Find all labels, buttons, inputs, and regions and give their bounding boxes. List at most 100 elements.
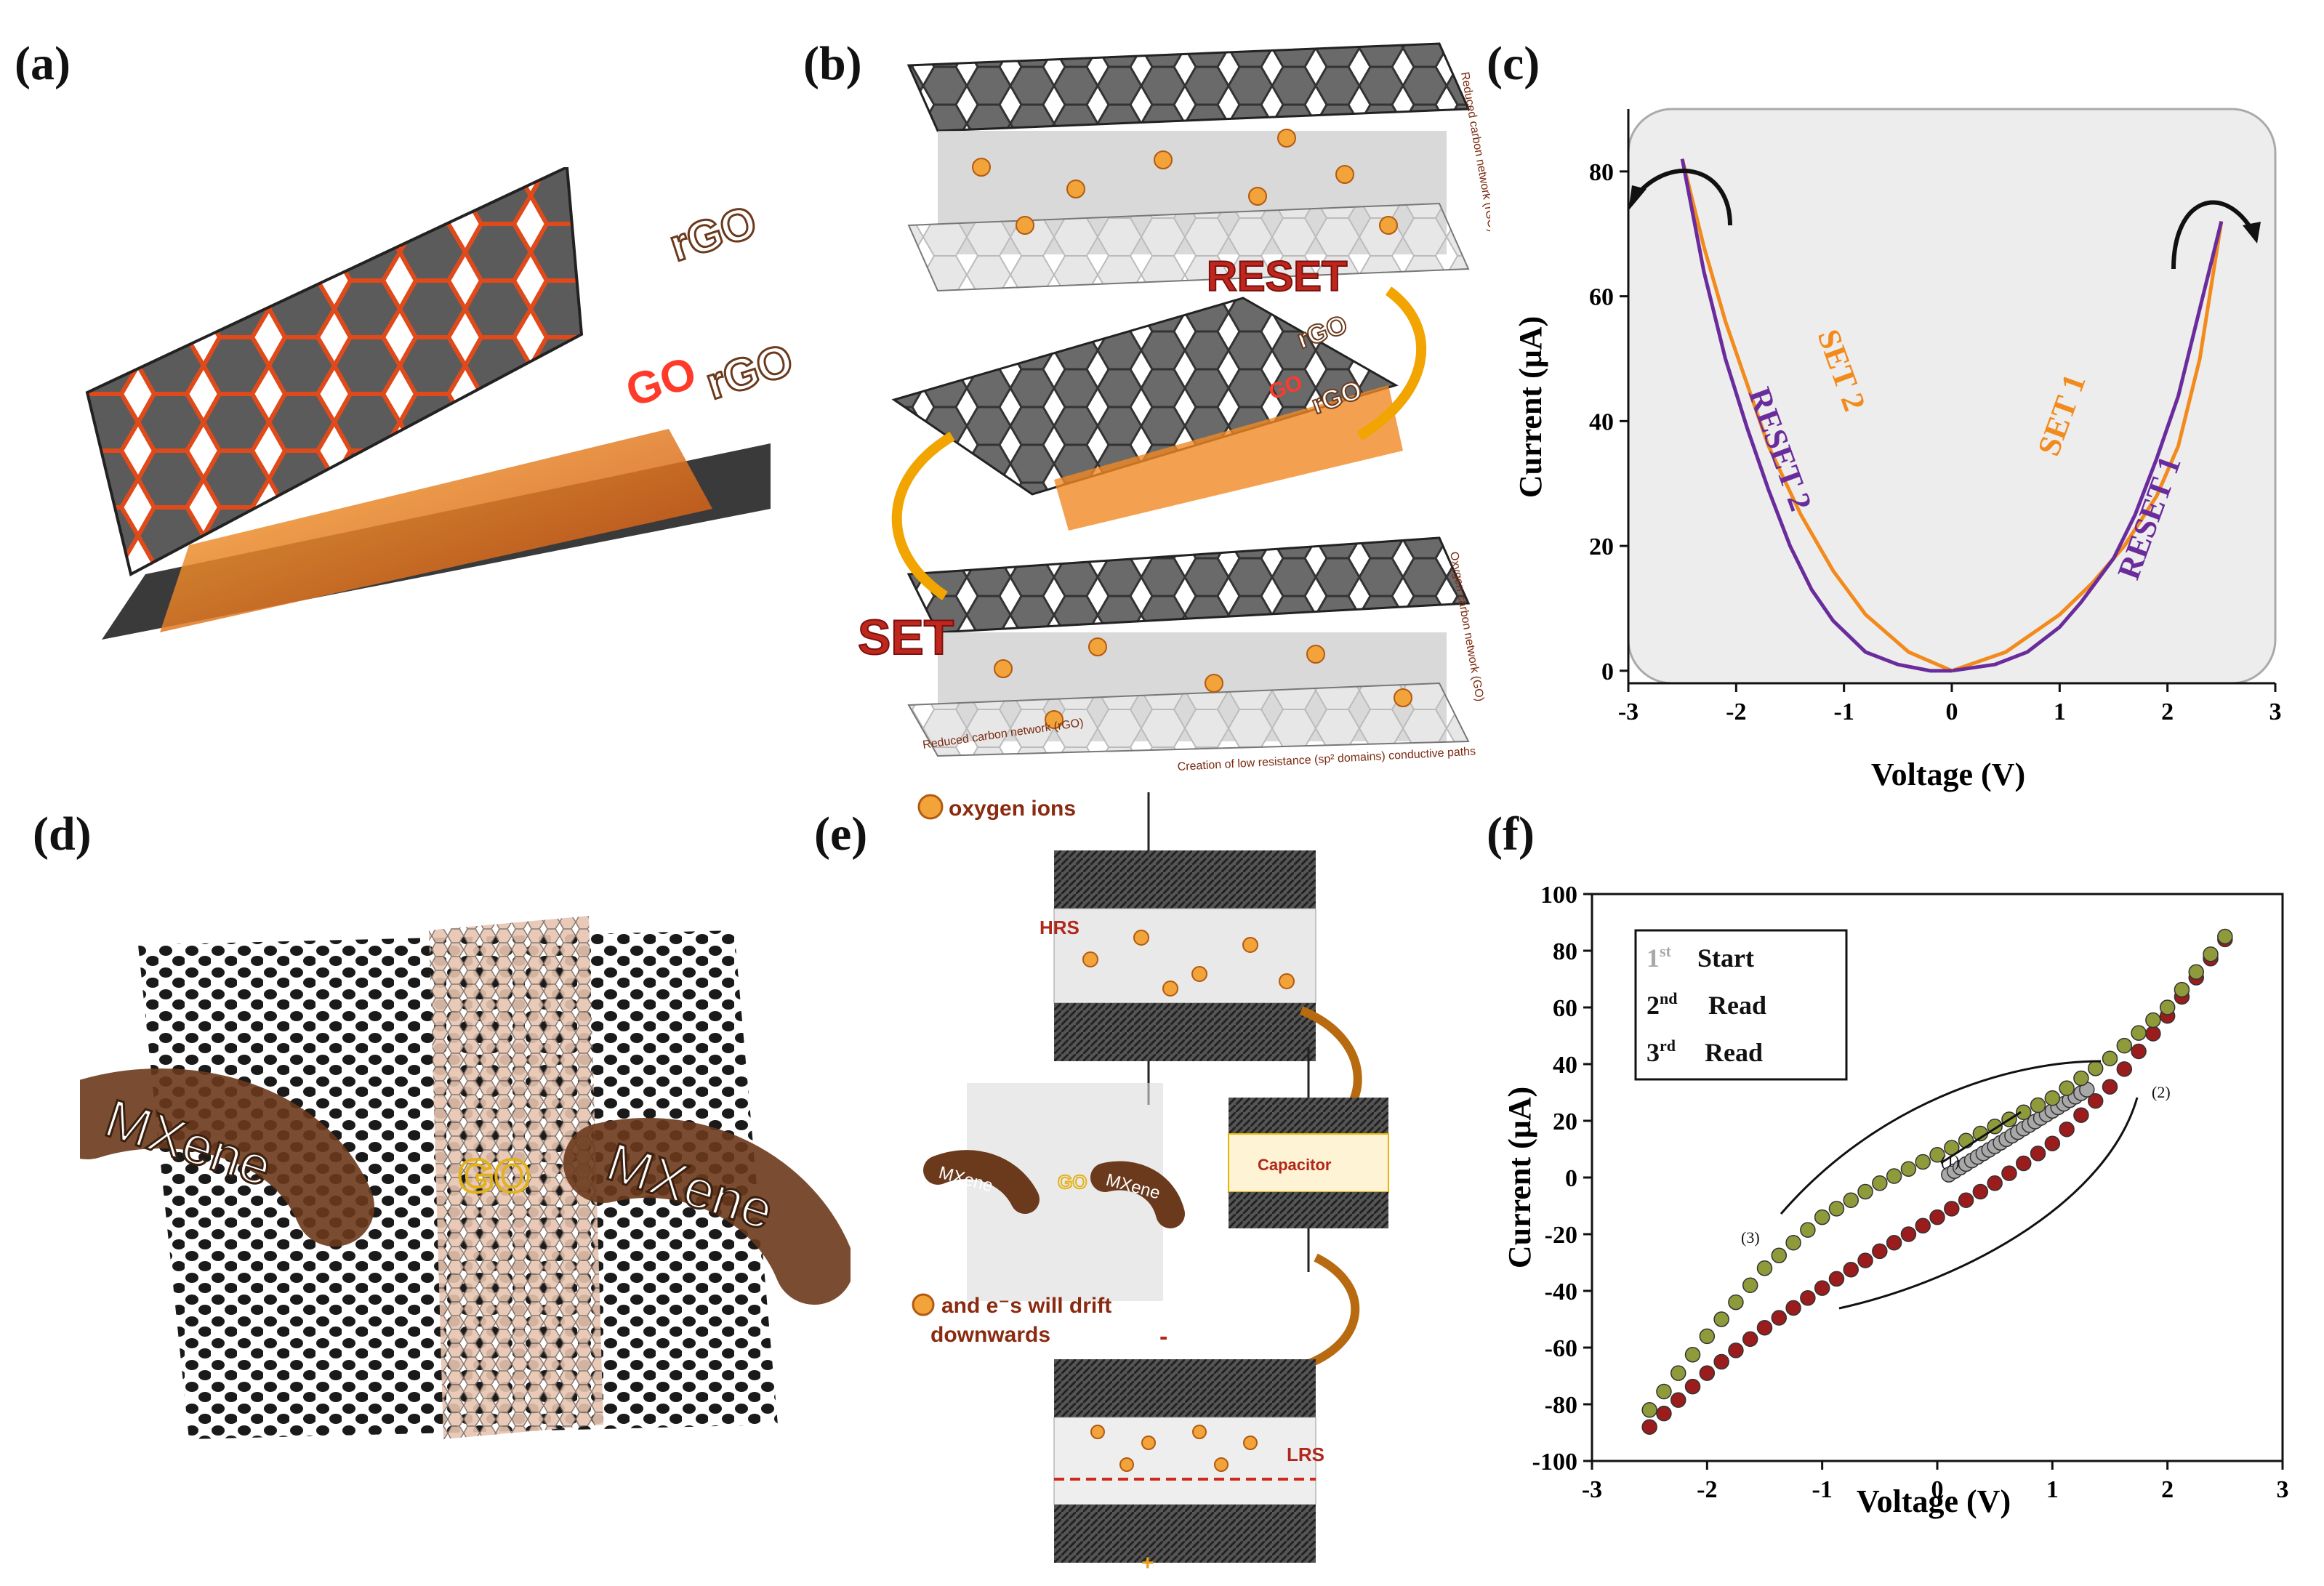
data-point-2nd-read: [1886, 1234, 1902, 1251]
x-tick-label: 0: [1946, 699, 1958, 725]
data-point-3rd-read: [1900, 1161, 1917, 1178]
data-point-2nd-read: [2073, 1107, 2089, 1123]
data-point-3rd-read: [1713, 1311, 1729, 1327]
data-point-3rd-read: [2174, 981, 2190, 998]
annotation-3: (3): [1741, 1228, 1760, 1247]
data-point-2nd-read: [2116, 1061, 2133, 1077]
conductive-path-caption: Creation of low resistance (sp² domains)…: [1177, 746, 1476, 773]
data-point-2nd-read: [2030, 1146, 2046, 1162]
x-tick-label: 1: [2054, 699, 2066, 725]
data-point-3rd-read: [1886, 1168, 1902, 1184]
curved-arrow-right-head-icon: [2243, 222, 2261, 243]
data-point-3rd-read: [1915, 1154, 1931, 1170]
tag-rgo-top: rGO: [664, 196, 763, 271]
hrs-label: HRS: [1040, 917, 1079, 938]
x-tick-label: -1: [1812, 1476, 1833, 1503]
lrs-label: LRS: [1287, 1444, 1324, 1465]
y-tick-label: -40: [1545, 1279, 1577, 1305]
data-point-2nd-read: [1756, 1319, 1773, 1336]
oxygen-ion-legend-icon: [917, 794, 944, 820]
data-point-3rd-read: [2116, 1037, 2133, 1054]
oxygen-ion-dots: [972, 129, 1412, 729]
data-point-3rd-read: [2030, 1097, 2046, 1114]
y-tick-label: 0: [1601, 659, 1614, 685]
x-tick-label: -3: [1618, 699, 1639, 725]
legend-entry-2nd-read: 2nd Read: [1646, 989, 1766, 1020]
data-point-3rd-read: [2073, 1070, 2089, 1087]
data-point-2nd-read: [1699, 1365, 1716, 1381]
lrs-top-electrode: [1054, 1359, 1316, 1417]
mxene-inset: [967, 1083, 1163, 1301]
panel-b-illustration: RESET SET rGO GO rGO Reduced carbon netw…: [857, 42, 1490, 773]
mxene-ribbon-right: [563, 1118, 851, 1305]
chart-c: -3 -2 -1 0 1 2 3 0 20 40 60 80 Voltage (V) Current …: [1513, 108, 2282, 792]
data-point-2nd-read: [1958, 1192, 1974, 1208]
x-tick-label: -1: [1834, 699, 1854, 725]
data-point-3rd-read: [1728, 1294, 1744, 1311]
panel-e-illustration: oxygen ions HRS MXene GO MXene Capacitor…: [912, 792, 1389, 1570]
x-tick-label: 3: [2277, 1476, 2289, 1503]
y-tick-label: 100: [1540, 882, 1577, 909]
data-point-3rd-read: [1857, 1183, 1873, 1200]
data-point-2nd-read: [2102, 1079, 2118, 1095]
data-point-2nd-read: [2145, 1026, 2161, 1042]
data-point-3rd-read: [1771, 1247, 1788, 1263]
data-point-2nd-read: [2001, 1165, 2017, 1181]
y-tick-label: 40: [1589, 408, 1614, 435]
data-point-3rd-read: [1785, 1234, 1801, 1251]
mxene-inset-ribbon-right: [1090, 1161, 1185, 1228]
chart-f-axes: -3 -2 -1 0 1 2 3 -100 -80 -60 -40 -20 0 20 40 60 80 100: [1532, 882, 2289, 1503]
data-point-3rd-read: [2044, 1090, 2061, 1106]
y-tick-label: -80: [1545, 1392, 1577, 1419]
hysteresis-arrow-upper-icon: [1780, 1060, 2102, 1215]
hrs-top-electrode: [1054, 850, 1316, 909]
svg-text:2nd: 2nd: [1646, 989, 1677, 1020]
series-line-set-2: [1680, 158, 1953, 673]
go-sheet: [429, 916, 603, 1439]
data-point-3rd-read: [2087, 1060, 2104, 1076]
svg-text:1st: 1st: [1646, 942, 1672, 973]
data-point-2nd-read: [2059, 1121, 2075, 1138]
data-point-3rd-read: [2016, 1104, 2032, 1121]
data-point-2nd-read: [2016, 1155, 2032, 1172]
data-point-3rd-read: [2145, 1012, 2161, 1029]
chart-c-xlabel: Voltage (V): [1871, 757, 2025, 792]
chart-c-ylabel: Current (μA): [1513, 316, 1548, 498]
y-tick-label: 60: [1553, 995, 1577, 1022]
panel-label-a: (a): [15, 37, 71, 90]
data-point-2nd-read: [1814, 1280, 1830, 1296]
data-point-3rd-read: [2159, 999, 2176, 1015]
panel-label-c: (c): [1487, 37, 1540, 90]
data-point-2nd-read: [2131, 1043, 2147, 1060]
data-point-3rd-read: [1828, 1201, 1845, 1217]
plus-sign: +: [1141, 1551, 1154, 1570]
data-point-2nd-read: [1713, 1353, 1729, 1370]
series-line-set-1: [1951, 221, 2224, 673]
data-point-2nd-read: [1915, 1217, 1931, 1234]
panel-label-b: (b): [803, 37, 862, 90]
chart-c-axes: -3 -2 -1 0 1 2 3 0 20 40 60 80: [1589, 109, 2282, 725]
data-point-2nd-read: [1785, 1300, 1801, 1316]
y-tick-label: 80: [1589, 159, 1614, 186]
y-tick-label: 0: [1565, 1165, 1577, 1192]
data-point-2nd-read: [1800, 1290, 1816, 1306]
data-point-2nd-read: [1742, 1331, 1758, 1348]
x-tick-label: 3: [2269, 699, 2282, 725]
data-point-3rd-read: [1843, 1192, 1859, 1208]
hysteresis-arrow-lower-icon: [1838, 1097, 2139, 1310]
y-tick-label: -60: [1545, 1335, 1577, 1362]
data-point-3rd-read: [2217, 928, 2233, 945]
svg-text:Read: Read: [1705, 1038, 1763, 1067]
svg-text:3rd: 3rd: [1646, 1036, 1676, 1067]
x-tick-label: 1: [2046, 1476, 2059, 1503]
reset-arrow-icon: [1356, 286, 1427, 441]
y-tick-label: 80: [1553, 938, 1577, 965]
stack-middle: [891, 297, 1403, 531]
chart-f-xlabel: Voltage (V): [1857, 1484, 2011, 1519]
drift-text-line2: downwards: [930, 1323, 1050, 1347]
curved-arrow-left-head-icon: [1628, 185, 1646, 211]
x-tick-label: -2: [1726, 699, 1746, 725]
series-line-reset-2: [1680, 158, 1952, 673]
x-tick-label: 0: [1931, 1476, 1944, 1503]
data-point-3rd-read: [1656, 1383, 1672, 1400]
